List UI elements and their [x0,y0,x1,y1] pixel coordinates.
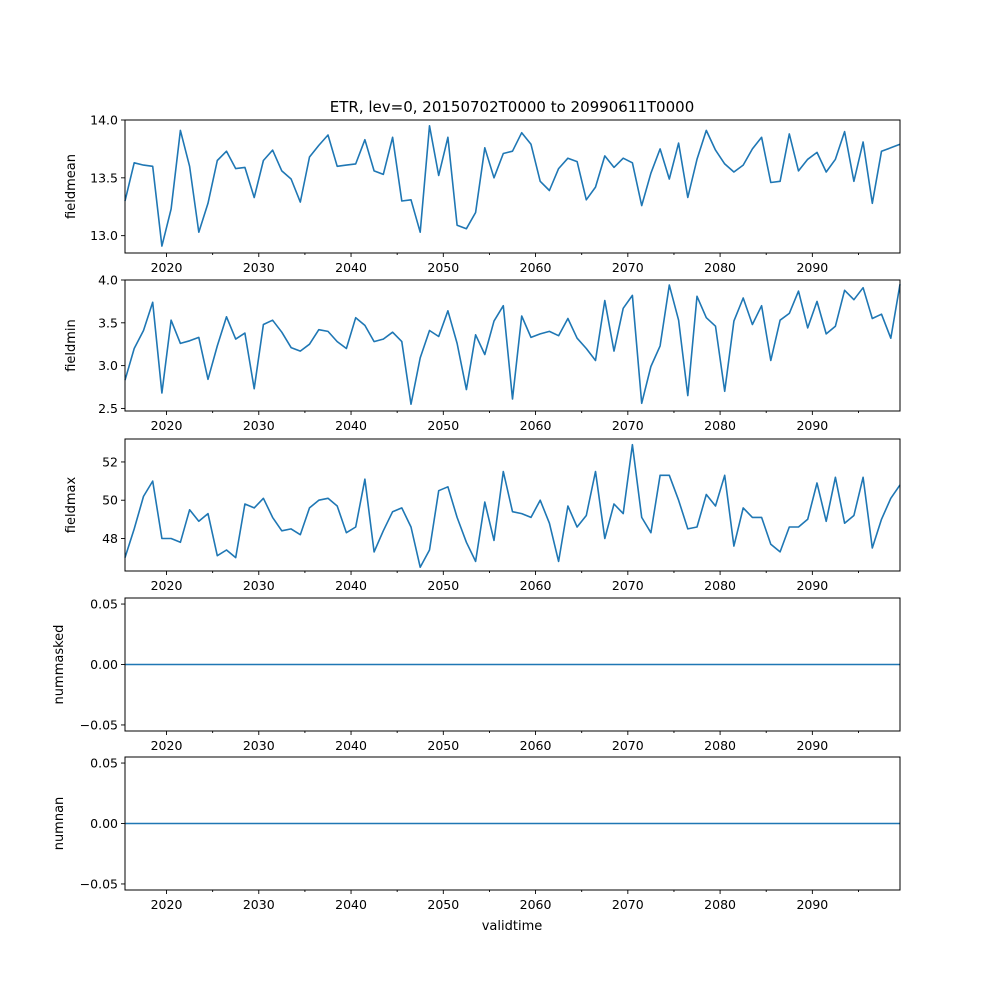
fieldmin-xtick-label: 2050 [427,418,459,433]
nummasked-ytick-label: −0.05 [80,717,118,732]
nummasked-ylabel: nummasked [52,625,67,705]
fieldmax-xtick-label: 2070 [612,578,644,593]
nummasked-xtick-label: 2090 [796,738,828,753]
numnan-xtick-label: 2090 [796,897,828,912]
panel-fieldmax: 48 50 52 2020 2030 2040 2050 2060 2070 2080 2090 fi… [64,438,901,593]
fieldmin-ytick-label: 3.0 [98,358,118,373]
fieldmin-series-line [124,284,901,406]
fieldmean-ytick-label: 13.5 [90,170,118,185]
numnan-axes-frame [124,756,901,891]
numnan-ylabel: numnan [52,797,67,851]
fieldmin-xtick-label: 2080 [704,418,736,433]
numnan-xtick-label: 2080 [704,897,736,912]
panel-fieldmin: 2.5 3.0 3.5 4.0 2020 2030 2040 2050 2060 2070 2080… [64,273,901,433]
panel-fieldmean: 13.0 13.5 14.0 2020 2030 2040 2050 2060 2070 2080… [64,113,901,275]
fieldmax-ytick-label: 50 [102,493,118,508]
fieldmax-xtick-label: 2090 [796,578,828,593]
fieldmax-xtick-label: 2050 [427,578,459,593]
nummasked-xtick-label: 2040 [335,738,367,753]
numnan-xtick-label: 2070 [612,897,644,912]
fieldmean-xtick-label: 2050 [427,260,459,275]
fieldmin-xtick-label: 2040 [335,418,367,433]
numnan-xtick-label: 2050 [427,897,459,912]
nummasked-xtick-label: 2060 [520,738,552,753]
panel-nummasked: −0.05 0.00 0.05 2020 2030 2040 2050 2060 2070 208… [52,597,901,753]
numnan-ytick-label: 0.05 [90,756,118,771]
nummasked-ytick-label: 0.00 [90,657,118,672]
numnan-ytick-label: −0.05 [80,876,118,891]
fieldmax-series-line [124,443,901,569]
fieldmean-ytick-label: 14.0 [90,113,118,128]
nummasked-xtick-label: 2080 [704,738,736,753]
fieldmean-xtick-label: 2090 [796,260,828,275]
fieldmean-xtick-label: 2040 [335,260,367,275]
fieldmin-xtick-label: 2030 [243,418,275,433]
fieldmax-xtick-label: 2030 [243,578,275,593]
nummasked-xtick-label: 2020 [151,738,183,753]
numnan-xtick-label: 2030 [243,897,275,912]
chart-title: ETR, lev=0, 20150702T0000 to 20990611T00… [330,98,694,116]
numnan-xtick-label: 2020 [151,897,183,912]
fieldmin-xtick-label: 2090 [796,418,828,433]
panel-numnan: −0.05 0.00 0.05 2020 2030 2040 2050 2060 2070 208… [52,756,901,912]
fieldmean-xtick-label: 2030 [243,260,275,275]
fieldmin-xtick-label: 2070 [612,418,644,433]
fieldmax-xtick-label: 2060 [520,578,552,593]
fieldmean-series-line [124,125,901,247]
fieldmin-axes-frame [124,279,901,412]
numnan-xtick-label: 2040 [335,897,367,912]
fieldmean-xtick-label: 2060 [520,260,552,275]
fieldmin-ytick-label: 4.0 [98,273,118,288]
fieldmin-xtick-label: 2020 [151,418,183,433]
fieldmax-xtick-label: 2080 [704,578,736,593]
fieldmean-xtick-label: 2070 [612,260,644,275]
fieldmin-ytick-label: 3.5 [98,315,118,330]
fieldmax-axes-frame [124,438,901,572]
fieldmax-ytick-label: 52 [102,454,118,469]
fieldmax-ylabel: fieldmax [64,477,79,534]
fieldmax-ytick-label: 48 [102,531,118,546]
fieldmean-xtick-label: 2020 [151,260,183,275]
fieldmax-xtick-label: 2020 [151,578,183,593]
fieldmin-ytick-label: 2.5 [98,401,118,416]
nummasked-xtick-label: 2050 [427,738,459,753]
fieldmean-axes-frame [124,119,901,254]
fieldmax-xtick-label: 2040 [335,578,367,593]
fieldmean-xtick-label: 2080 [704,260,736,275]
numnan-ytick-label: 0.00 [90,816,118,831]
fieldmean-ytick-label: 13.0 [90,228,118,243]
fieldmin-xtick-label: 2060 [520,418,552,433]
nummasked-xtick-label: 2030 [243,738,275,753]
nummasked-ytick-label: 0.05 [90,597,118,612]
x-axis-label: validtime [482,919,543,934]
numnan-xtick-label: 2060 [520,897,552,912]
nummasked-xtick-label: 2070 [612,738,644,753]
fieldmean-ylabel: fieldmean [64,154,79,219]
nummasked-axes-frame [124,597,901,732]
fieldmin-ylabel: fieldmin [64,319,79,372]
